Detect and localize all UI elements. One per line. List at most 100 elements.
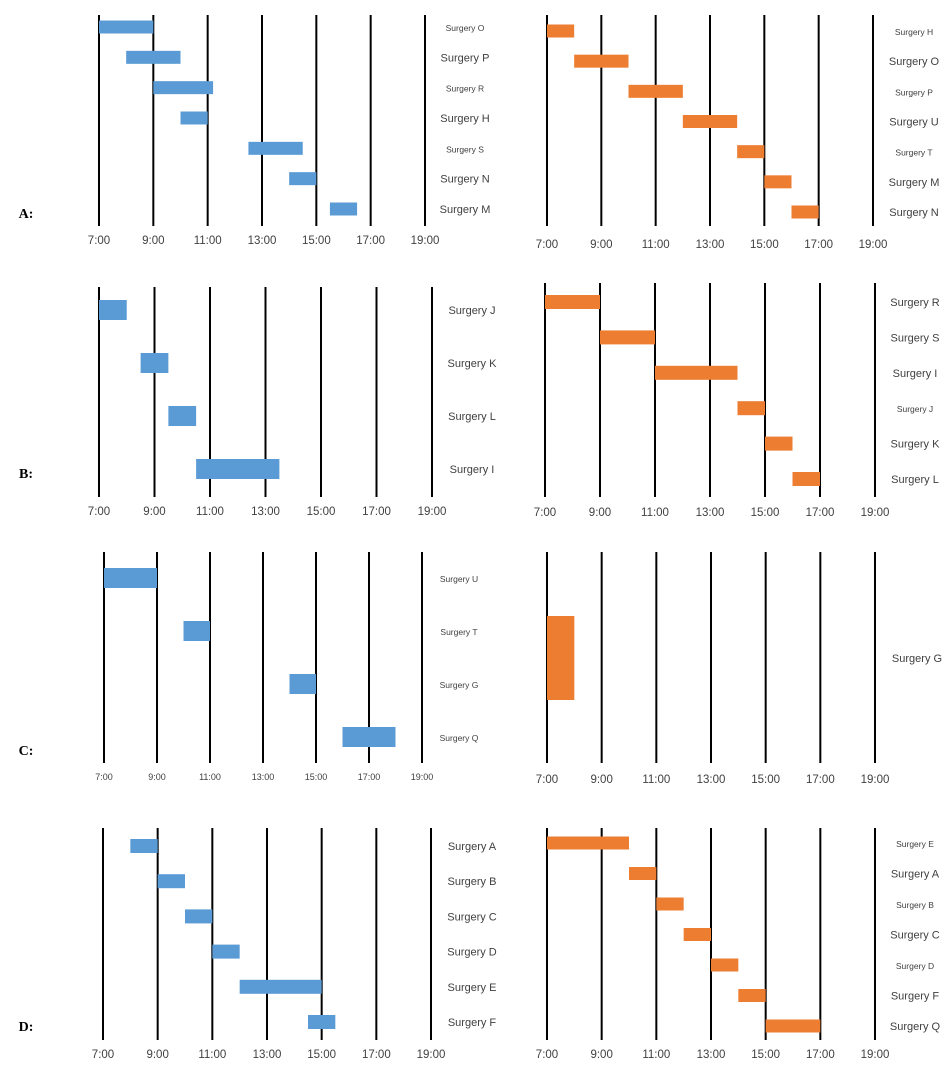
panel-d-right-task-label: Surgery B xyxy=(896,900,934,910)
panel-d-left-task-label: Surgery D xyxy=(447,947,497,959)
panel-b-left-tick-label: 17:00 xyxy=(362,506,391,518)
panel-d-right-tick-label: 11:00 xyxy=(642,1049,670,1061)
panel-a-left-task-label: Surgery N xyxy=(440,174,490,186)
panel-a-left-tick-label: 19:00 xyxy=(411,235,440,247)
panel-d-right-tick-label: 9:00 xyxy=(590,1049,612,1061)
panel-d-left-tick-label: 19:00 xyxy=(417,1049,446,1061)
panel-b-left-task-label: Surgery K xyxy=(448,358,498,370)
panel-a-right-task-label: Surgery N xyxy=(889,207,939,219)
panel-a-right-bar-surgery-h xyxy=(547,24,575,38)
panel-a-right-bar-surgery-t xyxy=(737,145,765,159)
panel-a-left-tick-label: 13:00 xyxy=(248,235,277,247)
panel-a-left-bar-surgery-p xyxy=(126,50,181,64)
panel-a-right-bar-surgery-n xyxy=(791,205,819,219)
panel-d-right-tick-label: 7:00 xyxy=(536,1049,558,1061)
panel-d-left-tick-label: 17:00 xyxy=(362,1049,391,1061)
panel-d-right-bar-surgery-f xyxy=(738,989,766,1002)
panel-a-left-tick-label: 17:00 xyxy=(356,235,385,247)
panel-a-right-tick-label: 15:00 xyxy=(750,239,779,251)
panel-b-right-tick-label: 19:00 xyxy=(861,507,890,519)
panel-a-right-tick-label: 7:00 xyxy=(536,239,558,251)
panel-b-left-panel-label: B: xyxy=(19,467,33,482)
panel-d-right-bar-surgery-e xyxy=(547,836,629,850)
panel-b-right-tick-label: 7:00 xyxy=(534,507,556,519)
panel-d-right-task-label: Surgery Q xyxy=(890,1021,941,1033)
panel-d-left-task-label: Surgery B xyxy=(448,876,497,888)
panel-b-right-bar-surgery-i xyxy=(655,365,738,380)
panel-d-left-task-label: Surgery E xyxy=(448,982,497,994)
panel-c-right-tick-label: 15:00 xyxy=(751,774,780,786)
panel-a-right-bar-surgery-m xyxy=(764,175,792,189)
panel-d-left-bar-surgery-a xyxy=(130,839,158,853)
panel-d-left-bar-surgery-d xyxy=(212,944,240,959)
panel-b-right-tick-label: 15:00 xyxy=(751,507,780,519)
panel-a-right-task-label: Surgery T xyxy=(895,148,932,158)
panel-a-left-task-label: Surgery P xyxy=(441,52,490,64)
panel-b-left-tick-label: 7:00 xyxy=(88,506,110,518)
panel-d-left-task-label: Surgery F xyxy=(448,1017,497,1029)
panel-c-left-task-label: Surgery G xyxy=(440,680,479,690)
panel-a-left-bar-surgery-n xyxy=(289,172,317,186)
panel-c-left-bar-surgery-g xyxy=(289,674,316,694)
panel-a-left-bar-surgery-m xyxy=(329,202,358,216)
panel-b-left-tick-label: 13:00 xyxy=(251,506,280,518)
panel-a-right-bar-surgery-u xyxy=(682,115,738,128)
panel-c-left-tick-label: 11:00 xyxy=(199,772,221,782)
panel-b-right-tick-label: 17:00 xyxy=(806,507,835,519)
panel-c-left-tick-label: 13:00 xyxy=(252,772,275,782)
panel-c-left-tick-label: 19:00 xyxy=(411,772,434,782)
panel-c-left-bar-surgery-u xyxy=(104,568,157,588)
panel-b-right-bar-surgery-j xyxy=(737,401,765,416)
panel-b-right-tick-label: 11:00 xyxy=(641,507,669,519)
panel-d-right-bar-surgery-b xyxy=(656,897,684,911)
panel-d-right-tick-label: 13:00 xyxy=(697,1049,726,1061)
panel-b-left-bar-surgery-j xyxy=(99,300,127,320)
panel-b-left-task-label: Surgery L xyxy=(448,411,496,423)
panel-c-left-panel-label: C: xyxy=(19,744,34,759)
panel-a-right-task-label: Surgery H xyxy=(895,27,933,37)
panel-a-left-task-label: Surgery S xyxy=(446,144,484,154)
panel-a-right-task-label: Surgery O xyxy=(889,56,940,68)
panel-c-right-tick-label: 19:00 xyxy=(861,774,890,786)
panel-d-left-tick-label: 11:00 xyxy=(198,1049,226,1061)
panel-a-right-task-label: Surgery P xyxy=(895,87,933,97)
panel-c-right-tick-label: 7:00 xyxy=(536,774,558,786)
panel-b-right-bar-surgery-l xyxy=(792,472,820,486)
panel-d-left-tick-label: 9:00 xyxy=(146,1049,168,1061)
panel-d-right-task-label: Surgery E xyxy=(896,839,934,849)
panel-d-left-bar-surgery-e xyxy=(239,979,322,994)
panel-d-left-panel-label: D: xyxy=(19,1020,34,1035)
panel-c-left-tick-label: 7:00 xyxy=(95,772,113,782)
panel-d-right-bar-surgery-d xyxy=(711,958,739,972)
panel-a-left-bar-surgery-o xyxy=(99,20,154,34)
panel-b-right-task-label: Surgery J xyxy=(897,404,933,414)
panel-b-right-tick-label: 9:00 xyxy=(589,507,611,519)
panel-b-left-tick-label: 9:00 xyxy=(143,506,165,518)
panel-c-left-task-label: Surgery T xyxy=(440,627,477,637)
panel-a-left-tick-label: 7:00 xyxy=(88,235,110,247)
panel-b-right-task-label: Surgery R xyxy=(890,297,940,309)
panel-c-left-bar-surgery-q xyxy=(342,727,396,747)
panel-b-right-task-label: Surgery L xyxy=(891,474,939,486)
panel-c-left-tick-label: 17:00 xyxy=(358,772,381,782)
panel-c-right-tick-label: 17:00 xyxy=(806,774,835,786)
panel-d-left-task-label: Surgery A xyxy=(448,841,497,853)
panel-b-right-bar-surgery-r xyxy=(545,295,600,309)
panel-c-left-task-label: Surgery Q xyxy=(440,733,479,743)
panel-d-right-task-label: Surgery F xyxy=(891,991,940,1003)
panel-a-left-tick-label: 11:00 xyxy=(194,235,222,247)
panel-a-left-task-label: Surgery O xyxy=(446,23,485,33)
panel-b-left-bar-surgery-k xyxy=(140,353,169,373)
panel-d-left-bar-surgery-f xyxy=(308,1015,336,1029)
panel-b-right-task-label: Surgery K xyxy=(891,439,941,451)
panel-b-right-bar-surgery-s xyxy=(600,330,655,345)
panel-a-right-bar-surgery-o xyxy=(574,54,629,68)
panel-a-left-panel-label: A: xyxy=(19,207,34,222)
panel-a-right-task-label: Surgery M xyxy=(889,177,940,189)
panel-b-left-task-label: Surgery I xyxy=(450,464,495,476)
panel-d-left-bar-surgery-c xyxy=(185,909,213,924)
panel-b-right-task-label: Surgery I xyxy=(893,368,938,380)
panel-b-left-task-label: Surgery J xyxy=(448,305,495,317)
panel-c-left-task-label: Surgery U xyxy=(440,574,478,584)
panel-b-right-tick-label: 13:00 xyxy=(696,507,725,519)
